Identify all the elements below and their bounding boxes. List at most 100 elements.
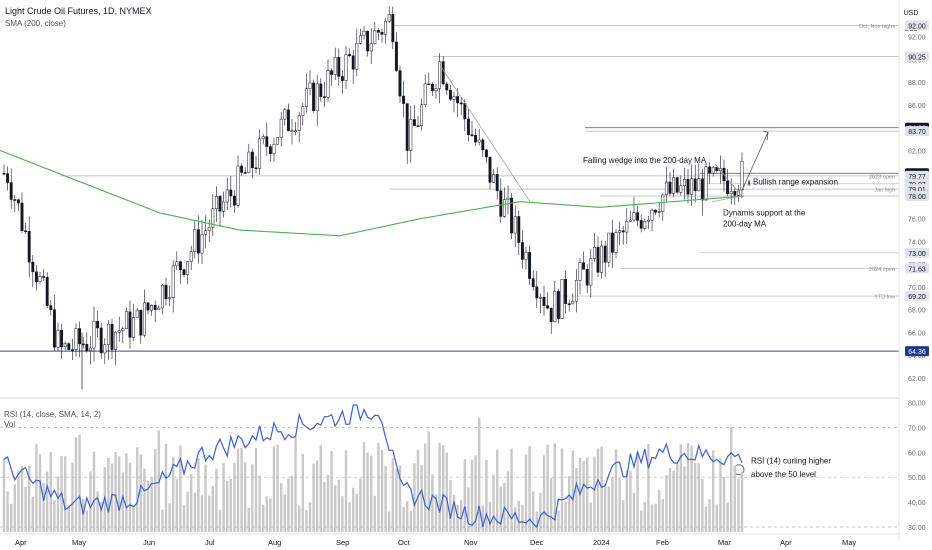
candle-down [27, 230, 31, 263]
price-axis-tick: 82.00 [908, 148, 926, 155]
volume-bar [643, 501, 646, 532]
volume-bar [326, 474, 330, 532]
volume-bar [640, 510, 643, 532]
candle-up [618, 230, 622, 233]
volume-bar [110, 463, 114, 532]
candle-up [632, 212, 636, 221]
candle-up [106, 324, 110, 345]
candle-down [596, 246, 600, 273]
volume-bar [20, 466, 24, 532]
volume-bar [434, 494, 438, 532]
volume-bar [449, 479, 452, 532]
candle-up [308, 82, 312, 89]
volume-bar [240, 447, 243, 532]
volume-bar [348, 502, 351, 532]
candle-down [319, 83, 323, 97]
candle-up [171, 265, 175, 298]
candle-down [466, 118, 470, 135]
candle-down [582, 262, 586, 270]
volume-bar [722, 477, 726, 532]
volume-bar [114, 452, 117, 532]
candle-up [157, 307, 161, 310]
volume-bar [492, 474, 495, 532]
currency-button[interactable]: USD [900, 6, 922, 20]
candle-up [168, 297, 172, 300]
candle-down [528, 252, 532, 279]
candle-down [20, 202, 24, 232]
candle-down [34, 271, 38, 282]
range-marker [747, 179, 751, 186]
volume-bar [71, 462, 74, 532]
chart-title: Light Crude Oil Futures, 1D, NYMEX [5, 6, 152, 16]
volume-bar [197, 458, 200, 532]
candle-up [574, 280, 578, 302]
volume-bar [575, 467, 578, 532]
volume-bar [600, 446, 603, 532]
candle-up [200, 234, 204, 254]
volume-bar [280, 482, 283, 532]
volume-bar [190, 473, 193, 532]
candle-up [103, 344, 107, 354]
volume-bar [172, 456, 175, 532]
volume-bar [506, 471, 510, 532]
candle-up [682, 179, 686, 187]
volume-bar [568, 476, 571, 532]
rsi-label[interactable]: RSI (14, close, SMA, 14, 2) [4, 410, 101, 419]
volume-bar [121, 472, 124, 532]
volume-bar [344, 450, 348, 532]
volume-bar [481, 505, 484, 532]
volume-bar [215, 468, 218, 532]
volume-bar [618, 478, 621, 532]
volume-bar [510, 448, 513, 532]
price-axis-tick: 92.00 [908, 35, 926, 42]
candle-up [661, 194, 665, 212]
candle-down [254, 167, 258, 170]
volume-bar [694, 462, 697, 532]
volume-bar [89, 471, 92, 532]
candle-down [733, 191, 737, 196]
candle-up [358, 35, 362, 44]
volume-bar [528, 446, 531, 532]
volume-bar [416, 449, 420, 532]
candle-up [272, 143, 276, 155]
volume-bar [276, 444, 279, 532]
volume-bar [672, 470, 675, 532]
candle-up [160, 284, 164, 309]
volume-bar [438, 442, 441, 532]
candle-down [603, 245, 607, 263]
candle-up [711, 167, 715, 174]
sma-label[interactable]: SMA (200, close) [5, 19, 66, 28]
candle-down [337, 57, 341, 77]
time-axis-label: Dec [530, 538, 544, 547]
candle-down [564, 279, 568, 304]
vol-label[interactable]: Vol [4, 420, 16, 429]
candle-down [243, 172, 247, 174]
volume-bar [452, 494, 456, 532]
volume-bar [636, 452, 639, 532]
volume-bar [218, 510, 222, 532]
candle-up [502, 199, 506, 217]
candle-up [283, 109, 287, 120]
price-tag-box [905, 291, 929, 302]
rsi-axis-tick: 80.00 [908, 400, 926, 407]
candle-down [610, 232, 614, 253]
candle-down [182, 269, 186, 275]
time-axis-label: Apr [15, 538, 27, 547]
volume-bar [56, 476, 60, 532]
volume-bar [521, 504, 524, 532]
volume-bar [539, 492, 542, 532]
volume-bar [535, 511, 538, 532]
candle-down [481, 139, 485, 151]
candle-down [330, 70, 334, 75]
volume-bar [323, 481, 326, 532]
candle-up [333, 57, 337, 75]
candle-up [63, 343, 67, 348]
volume-bar [366, 452, 369, 532]
volume-bar [658, 490, 661, 532]
price-axis-tick: 70.00 [908, 285, 926, 292]
candle-down [196, 229, 200, 254]
volume-bar [254, 447, 258, 532]
candle-down [70, 349, 74, 351]
candle-up [643, 220, 647, 229]
